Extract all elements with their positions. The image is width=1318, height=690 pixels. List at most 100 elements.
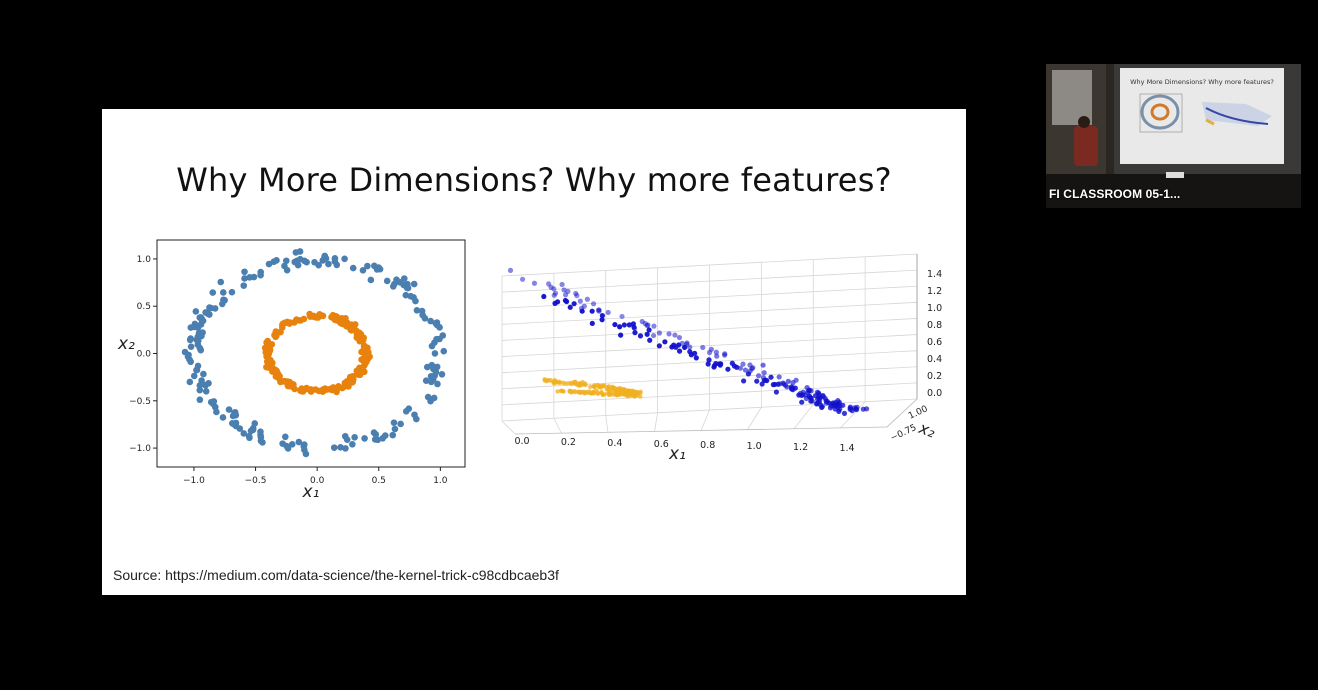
data-point-2d bbox=[286, 319, 294, 326]
data-point-3d bbox=[700, 344, 706, 351]
data-point-3d bbox=[644, 331, 650, 337]
data-point-3d bbox=[706, 349, 713, 356]
data-point-3d bbox=[604, 386, 609, 392]
data-point-3d bbox=[618, 332, 624, 338]
data-point-3d bbox=[841, 410, 848, 416]
data-point-3d bbox=[646, 327, 652, 333]
data-point-2d bbox=[273, 257, 280, 264]
thumbnail-title: Why More Dimensions? Why more features? bbox=[1130, 78, 1274, 86]
data-point-3d bbox=[608, 392, 614, 397]
data-point-3d bbox=[599, 389, 604, 395]
z-tick-label-3d: 0.0 bbox=[927, 388, 942, 399]
data-point-2d bbox=[225, 406, 233, 413]
data-point-2d bbox=[246, 434, 253, 442]
data-point-3d bbox=[656, 343, 662, 349]
y-tick-label-3d: −0.75 bbox=[889, 423, 918, 444]
data-point-3d bbox=[740, 361, 746, 367]
data-point-3d bbox=[567, 304, 573, 310]
grid-line bbox=[501, 318, 918, 341]
grid-line bbox=[747, 407, 762, 430]
data-point-2d bbox=[424, 393, 432, 401]
z-tick-label-3d: 1.2 bbox=[927, 286, 942, 297]
video-tile[interactable]: Why More Dimensions? Why more features? … bbox=[1046, 64, 1301, 208]
data-point-3d bbox=[679, 340, 685, 346]
participant-label: FI CLASSROOM 05-1... bbox=[1049, 187, 1181, 201]
data-point-2d bbox=[436, 324, 443, 331]
data-point-2d bbox=[247, 427, 255, 435]
y-axis-label-3d: x₂ bbox=[916, 418, 939, 442]
data-point-2d bbox=[190, 372, 198, 380]
data-point-2d bbox=[196, 396, 204, 404]
data-point-2d bbox=[202, 388, 210, 395]
data-point-2d bbox=[427, 378, 435, 386]
classroom-camera-feed: Why More Dimensions? Why more features? bbox=[1046, 64, 1301, 208]
data-point-3d bbox=[773, 389, 780, 395]
data-point-3d bbox=[705, 361, 711, 367]
data-point-3d bbox=[836, 408, 842, 414]
data-point-2d bbox=[296, 255, 304, 263]
data-point-2d bbox=[391, 280, 398, 288]
data-point-2d bbox=[210, 398, 218, 405]
data-point-2d bbox=[269, 359, 276, 367]
y-tick-label-2d: 1.0 bbox=[137, 255, 152, 265]
data-point-2d bbox=[196, 382, 204, 389]
data-point-2d bbox=[194, 362, 202, 370]
data-point-2d bbox=[265, 260, 273, 268]
data-point-3d bbox=[840, 402, 846, 408]
data-point-3d bbox=[662, 339, 668, 345]
grid-line bbox=[700, 409, 710, 431]
data-point-2d bbox=[257, 428, 264, 435]
data-point-2d bbox=[277, 378, 284, 386]
data-point-3d bbox=[729, 360, 735, 366]
data-point-3d bbox=[565, 381, 571, 386]
data-point-2d bbox=[439, 332, 447, 339]
data-point-2d bbox=[259, 439, 266, 446]
data-point-3d bbox=[647, 337, 653, 343]
data-point-3d bbox=[722, 352, 728, 358]
data-point-3d bbox=[605, 390, 610, 396]
source-citation: Source: https://medium.com/data-science/… bbox=[113, 567, 559, 583]
data-point-3d bbox=[651, 323, 657, 329]
data-point-3d bbox=[573, 389, 578, 395]
data-point-2d bbox=[342, 445, 349, 452]
data-point-2d bbox=[360, 342, 368, 349]
data-point-2d bbox=[271, 366, 279, 373]
data-point-3d bbox=[806, 393, 812, 399]
presenter bbox=[1074, 126, 1098, 166]
data-point-2d bbox=[291, 258, 299, 266]
data-point-2d bbox=[427, 317, 434, 325]
data-point-2d bbox=[209, 289, 217, 296]
data-point-3d bbox=[580, 380, 585, 385]
data-point-2d bbox=[277, 328, 284, 336]
data-point-2d bbox=[303, 384, 310, 392]
data-point-3d bbox=[590, 301, 597, 307]
data-point-3d bbox=[595, 307, 602, 313]
data-point-3d bbox=[639, 318, 645, 325]
data-point-2d bbox=[383, 277, 391, 285]
data-point-2d bbox=[362, 350, 370, 357]
slide: Why More Dimensions? Why more features? … bbox=[102, 109, 966, 595]
data-point-2d bbox=[240, 430, 248, 437]
floor-edge bbox=[886, 398, 918, 428]
data-point-3d bbox=[823, 398, 829, 404]
data-point-3d bbox=[692, 350, 698, 356]
data-point-2d bbox=[331, 255, 339, 262]
grid-line bbox=[793, 404, 814, 429]
data-point-3d bbox=[742, 367, 749, 373]
data-point-3d bbox=[584, 296, 590, 302]
scatter-2d-chart: −1.0 −0.5 0.0 0.5 1.0 −1.0 −0.5 0.0 0.5 1.0 x₁ x… bbox=[117, 239, 466, 502]
data-point-2d bbox=[349, 264, 357, 272]
data-point-2d bbox=[250, 273, 258, 281]
data-point-2d bbox=[211, 305, 219, 312]
data-point-2d bbox=[265, 364, 273, 372]
z-tick-label-3d: 0.4 bbox=[927, 354, 942, 365]
data-point-3d bbox=[605, 309, 611, 316]
data-point-2d bbox=[315, 261, 322, 269]
data-point-3d bbox=[561, 287, 567, 293]
data-point-3d bbox=[573, 290, 579, 297]
data-point-2d bbox=[288, 441, 296, 448]
data-point-2d bbox=[361, 360, 369, 367]
data-point-2d bbox=[343, 436, 351, 443]
data-point-2d bbox=[321, 385, 329, 392]
data-point-2d bbox=[240, 282, 248, 289]
